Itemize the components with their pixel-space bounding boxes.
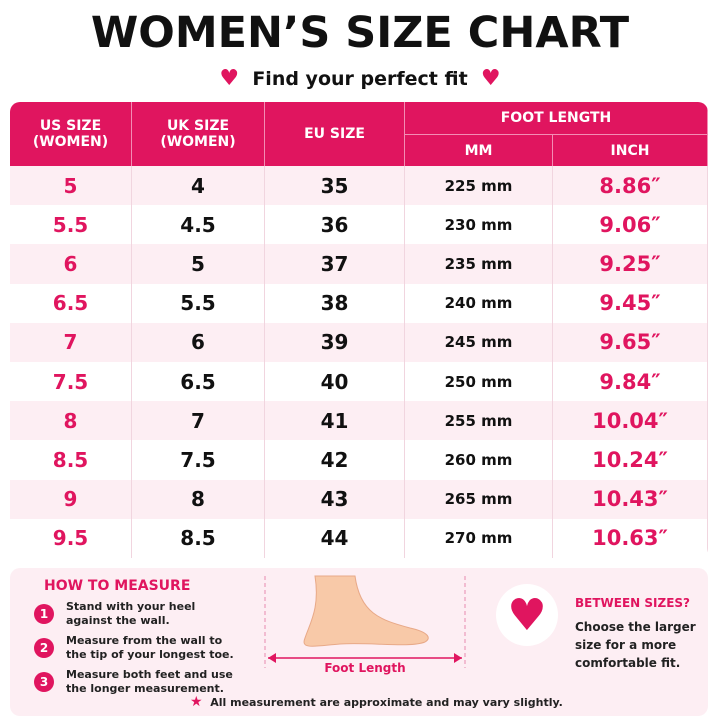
foot — [303, 575, 429, 647]
subcolumn-header: MM — [405, 135, 553, 166]
table-cell: 5 — [10, 166, 132, 206]
table-cell: 10.24″ — [553, 440, 708, 480]
table-cell: 7 — [132, 401, 265, 441]
table-cell: 40 — [265, 362, 405, 402]
table-cell: 44 — [265, 518, 405, 558]
table-cell: 240 mm — [405, 283, 553, 323]
heart-icon: ♥ — [219, 66, 240, 91]
table-cell: 10.63″ — [553, 518, 708, 558]
table-cell: 42 — [265, 440, 405, 480]
table-cell: 8 — [10, 401, 132, 441]
table-cell: 8.5 — [10, 440, 132, 480]
table-cell: 225 mm — [405, 166, 553, 206]
table-cell: 7 — [10, 322, 132, 362]
table-cell: 35 — [265, 166, 405, 206]
table-cell: 9.65″ — [553, 322, 708, 362]
table-cell: 4.5 — [132, 205, 265, 245]
table-cell: 255 mm — [405, 401, 553, 441]
title: WOMEN’S SIZE CHART — [90, 8, 630, 58]
step-text: Measure from the wall to the tip of your… — [66, 634, 234, 661]
table-cell: 6.5 — [132, 362, 265, 402]
table-cell: 10.43″ — [553, 479, 708, 519]
table-cell: 230 mm — [405, 205, 553, 245]
table-cell: 5.5 — [132, 283, 265, 323]
table-cell: 6.5 — [10, 283, 132, 323]
step-number: 1 — [34, 604, 54, 624]
table-cell: 5 — [132, 244, 265, 284]
step-text: Measure both feet and use the longer mea… — [66, 668, 233, 695]
table-cell: 265 mm — [405, 479, 553, 519]
table-cell: 43 — [265, 479, 405, 519]
table-cell: 39 — [265, 322, 405, 362]
foot-illustration: Foot Length — [264, 575, 466, 675]
column-header: FOOT LENGTH — [405, 102, 708, 135]
step-text: Stand with your heel against the wall. — [66, 600, 196, 627]
table-cell: 9.25″ — [553, 244, 708, 284]
table-cell: 9.06″ — [553, 205, 708, 245]
heart-icon: ♥ — [480, 66, 501, 91]
subcolumn-header: INCH — [553, 135, 708, 166]
footnote-row: ★ All measurement are approximate and ma… — [190, 694, 563, 710]
star-icon: ★ — [190, 694, 203, 710]
table-cell: 8.86″ — [553, 166, 708, 206]
subtitle: Find your perfect fit — [252, 68, 468, 90]
between-title: BETWEEN SIZES? — [575, 596, 690, 610]
heart-icon: ♥ — [507, 589, 547, 641]
table-cell: 9 — [10, 479, 132, 519]
column-header: UK SIZE (WOMEN) — [132, 102, 265, 166]
table-cell: 36 — [265, 205, 405, 245]
table-cell: 5.5 — [10, 205, 132, 245]
table-cell: 260 mm — [405, 440, 553, 480]
table-cell: 38 — [265, 283, 405, 323]
step-number: 3 — [34, 672, 54, 692]
table-cell: 9.84″ — [553, 362, 708, 402]
table-cell: 37 — [265, 244, 405, 284]
table-cell: 7.5 — [132, 440, 265, 480]
table-cell: 245 mm — [405, 322, 553, 362]
section-title: HOW TO MEASURE — [44, 578, 191, 594]
footnote: All measurement are approximate and may … — [210, 696, 563, 709]
table-cell: 8 — [132, 479, 265, 519]
info-panel: HOW TO MEASURE 1 Stand with your heel aga… — [10, 568, 708, 716]
heart-badge: ♥ — [496, 584, 558, 646]
step-number: 2 — [34, 638, 54, 658]
table-cell: 10.04″ — [553, 401, 708, 441]
subtitle-row: ♥ Find your perfect fit ♥ — [0, 66, 720, 91]
table-cell: 6 — [132, 322, 265, 362]
table-cell: 8.5 — [132, 518, 265, 558]
column-header: EU SIZE — [265, 102, 405, 166]
table-cell: 250 mm — [405, 362, 553, 402]
column-header: US SIZE (WOMEN) — [10, 102, 132, 166]
table-cell: 7.5 — [10, 362, 132, 402]
table-cell: 4 — [132, 166, 265, 206]
table-cell: 9.45″ — [553, 283, 708, 323]
table-cell: 9.5 — [10, 518, 132, 558]
between-text: Choose the larger size for a more comfor… — [575, 620, 696, 670]
table-cell: 6 — [10, 244, 132, 284]
table-cell: 270 mm — [405, 518, 553, 558]
measure-label: Foot Length — [324, 661, 405, 675]
table-cell: 235 mm — [405, 244, 553, 284]
table-cell: 41 — [265, 401, 405, 441]
size-table: US SIZE (WOMEN) UK SIZE (WOMEN) EU SIZE FOO… — [10, 102, 708, 558]
